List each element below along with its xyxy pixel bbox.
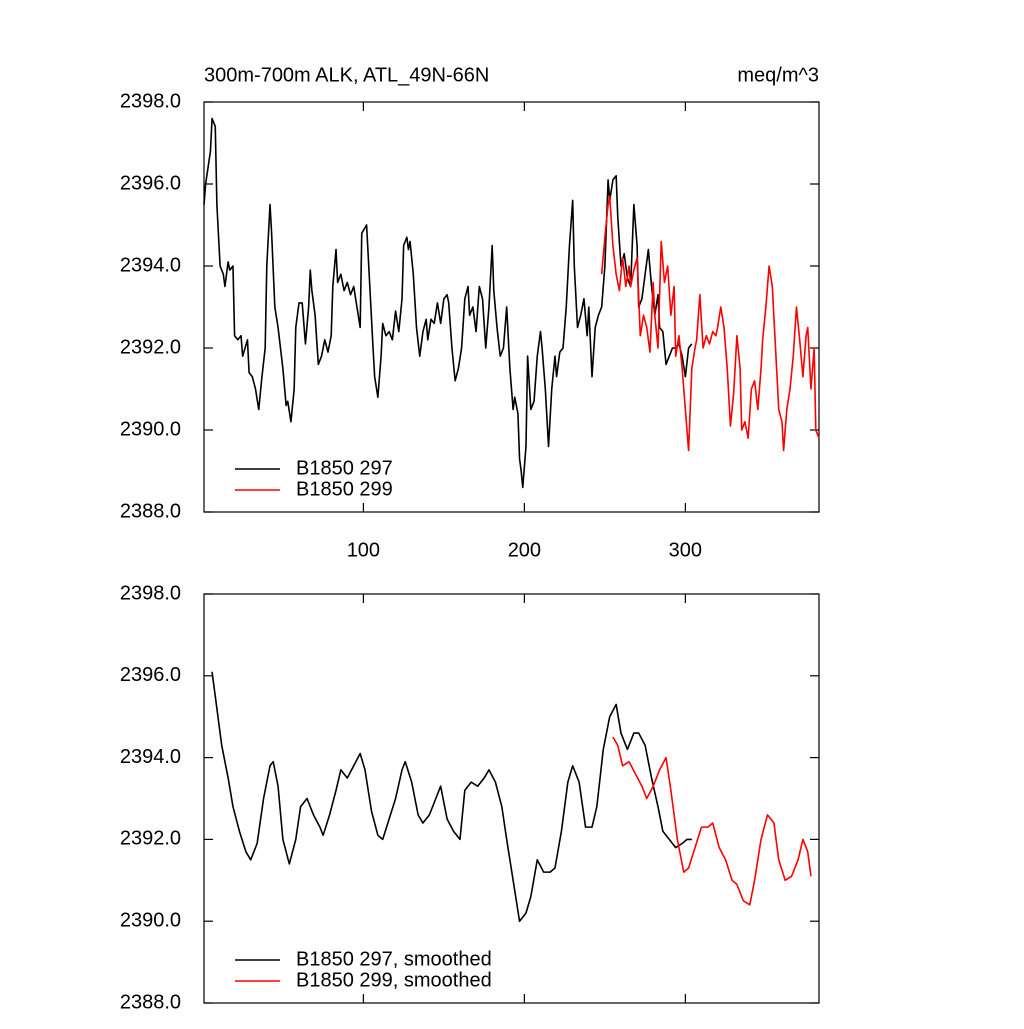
y-tick-label: 2396.0 — [120, 664, 181, 686]
x-tick-label: 200 — [508, 539, 541, 561]
y-tick-label: 2396.0 — [120, 172, 181, 194]
plot-frame — [203, 593, 820, 1004]
y-tick-label: 2394.0 — [120, 254, 181, 276]
plot-frame — [203, 101, 820, 513]
y-tick-label: 2398.0 — [120, 90, 181, 112]
legend-label: B1850 297 — [296, 457, 393, 479]
x-tick-label: 300 — [669, 539, 702, 561]
series-line — [612, 736, 812, 906]
chart-title: 300m-700m ALK, ATL_49N-66N — [204, 64, 489, 86]
x-tick-label: 100 — [347, 539, 380, 561]
y-tick-label: 2392.0 — [120, 828, 181, 850]
legend-label: B1850 299 — [296, 478, 393, 500]
legend-label: B1850 297, smoothed — [296, 948, 492, 970]
y-tick-label: 2398.0 — [120, 582, 181, 604]
y-tick-label: 2390.0 — [120, 418, 181, 440]
y-tick-label: 2390.0 — [120, 909, 181, 931]
y-tick-label: 2392.0 — [120, 336, 181, 358]
legend-label: B1850 299, smoothed — [296, 969, 492, 991]
series-line — [211, 671, 692, 922]
y-tick-label: 2394.0 — [120, 746, 181, 768]
series-line — [600, 195, 820, 452]
series-line — [203, 117, 693, 489]
y-tick-label: 2388.0 — [120, 500, 181, 522]
y-tick-label: 2388.0 — [120, 991, 181, 1013]
units-label: meq/m^3 — [737, 64, 819, 86]
